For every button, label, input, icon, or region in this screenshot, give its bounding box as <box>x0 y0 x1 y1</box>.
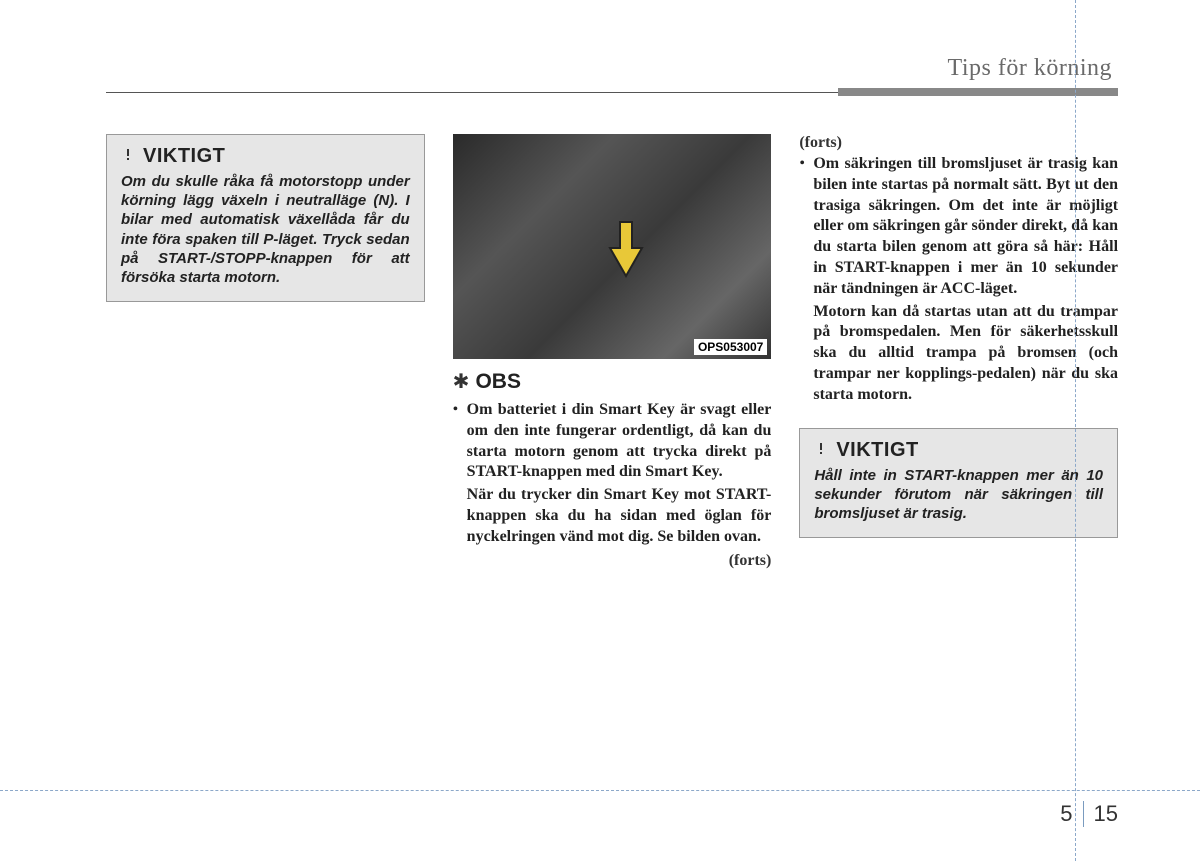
rule-thin <box>106 92 838 93</box>
trim-line-horizontal <box>0 790 1200 791</box>
page-header: Tips för körning <box>106 55 1118 82</box>
manual-page: Tips för körning VIKTIGT Om du skulle rå… <box>0 0 1200 861</box>
obs-heading: ✱ OBS <box>453 369 772 394</box>
bullet-text: Om batteriet i din Smart Key är svagt el… <box>467 400 772 483</box>
content-columns: VIKTIGT Om du skulle råka få motorstopp … <box>106 134 1118 570</box>
photo-label: OPS053007 <box>694 339 767 355</box>
page-number: 15 <box>1094 801 1118 827</box>
arrow-icon <box>606 220 646 280</box>
list-item: • Om batteriet i din Smart Key är svagt … <box>453 400 772 483</box>
header-rule <box>106 88 1118 96</box>
instruction-photo: OPS053007 <box>453 134 772 359</box>
caution-icon <box>814 442 828 459</box>
column-3: (forts) • Om säkringen till bromsljuset … <box>799 134 1118 570</box>
trim-line-vertical <box>1075 0 1076 861</box>
bullet-dot: • <box>453 400 467 483</box>
continued-from-label: (forts) <box>799 134 1118 152</box>
caution-body: Håll inte in START-knappen mer än 10 sek… <box>814 466 1103 524</box>
caution-heading: VIKTIGT <box>121 145 410 168</box>
section-title: Tips för körning <box>948 55 1112 82</box>
bullet-continuation: Motorn kan då startas utan att du trampa… <box>799 302 1118 406</box>
obs-title: OBS <box>475 370 521 394</box>
caution-heading: VIKTIGT <box>814 439 1103 462</box>
bullet-dot: • <box>799 154 813 300</box>
col3-body: • Om säkringen till bromsljuset är trasi… <box>799 154 1118 406</box>
rule-thick <box>838 88 1118 96</box>
bullet-text: Om säkringen till bromsljuset är trasig … <box>813 154 1118 300</box>
caution-title: VIKTIGT <box>143 145 225 168</box>
obs-body: • Om batteriet i din Smart Key är svagt … <box>453 400 772 548</box>
caution-title: VIKTIGT <box>836 439 918 462</box>
bullet-continuation: När du trycker din Smart Key mot START-k… <box>453 485 772 547</box>
page-footer: 5 15 <box>1060 801 1118 827</box>
caution-body: Om du skulle råka få motorstopp under kö… <box>121 172 410 287</box>
caution-box-1: VIKTIGT Om du skulle råka få motorstopp … <box>106 134 425 302</box>
caution-icon <box>121 148 135 165</box>
column-1: VIKTIGT Om du skulle råka få motorstopp … <box>106 134 425 570</box>
spacer <box>799 406 1118 428</box>
chapter-number: 5 <box>1060 801 1072 827</box>
column-2: OPS053007 ✱ OBS • Om batteriet i din Sma… <box>453 134 772 570</box>
caution-box-2: VIKTIGT Håll inte in START-knappen mer ä… <box>799 428 1118 539</box>
continued-label: (forts) <box>453 552 772 570</box>
list-item: • Om säkringen till bromsljuset är trasi… <box>799 154 1118 300</box>
obs-star-icon: ✱ <box>453 369 470 394</box>
footer-divider <box>1083 801 1084 827</box>
